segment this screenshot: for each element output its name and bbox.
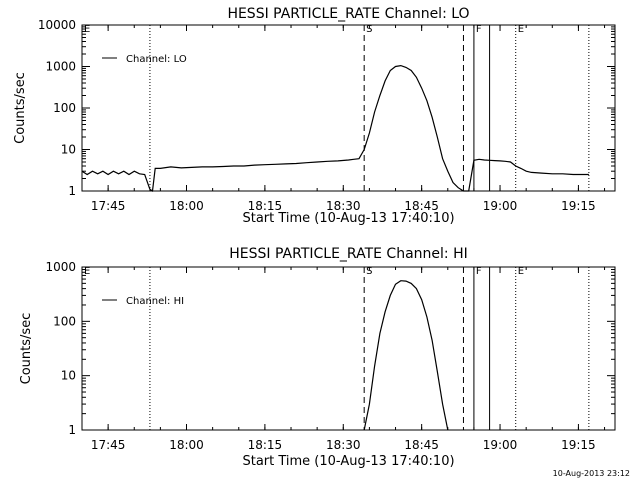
footer-timestamp: 10-Aug-2013 23:12 (553, 469, 630, 478)
y-axis-label: Counts/sec (19, 313, 34, 385)
marker-label: S (366, 24, 372, 35)
y-tick-label: 100 (53, 101, 76, 115)
y-tick-label: 1000 (45, 260, 76, 274)
x-tick-label: 18:45 (404, 438, 439, 452)
y-tick-label: 1 (68, 184, 76, 198)
chart-title: HESSI PARTICLE_RATE Channel: HI (229, 246, 467, 262)
marker-label: E (518, 24, 524, 35)
marker-label: S (366, 266, 372, 277)
x-tick-label: 19:15 (561, 438, 596, 452)
plot-frame (81, 266, 616, 431)
x-tick-label: 18:30 (326, 199, 361, 213)
x-tick-label: 18:00 (169, 438, 204, 452)
marker-label: F (476, 24, 482, 35)
marker-label: E (518, 266, 524, 277)
x-tick-label: 18:30 (326, 438, 361, 452)
x-tick-label: 18:15 (248, 438, 283, 452)
series-line (363, 280, 449, 431)
x-tick-label: 18:00 (169, 199, 204, 213)
legend-entry: Channel: HI (126, 296, 184, 307)
x-tick-label: 17:45 (91, 199, 126, 213)
x-tick-label: 17:45 (91, 438, 126, 452)
y-tick-label: 100 (53, 314, 76, 328)
x-axis-label: Start Time (10-Aug-13 17:40:10) (242, 454, 454, 469)
x-tick-label: 18:45 (404, 199, 439, 213)
y-tick-label: 10000 (38, 18, 76, 32)
x-tick-label: 18:15 (248, 199, 283, 213)
marker-label: F (476, 266, 482, 277)
x-tick-label: 19:00 (483, 199, 518, 213)
y-axis-label: Counts/sec (13, 72, 28, 144)
legend-entry: Channel: LO (126, 54, 187, 65)
chart-title: HESSI PARTICLE_RATE Channel: LO (227, 6, 469, 22)
series-line (81, 64, 589, 193)
plot-frame (81, 24, 616, 192)
y-tick-label: 1 (68, 423, 76, 437)
y-tick-label: 10 (61, 143, 76, 157)
marker-label: E (84, 24, 90, 35)
x-tick-label: 19:15 (561, 199, 596, 213)
x-axis-label: Start Time (10-Aug-13 17:40:10) (242, 211, 454, 226)
marker-label: E (84, 266, 90, 277)
y-tick-label: 1000 (45, 60, 76, 74)
y-tick-label: 10 (61, 369, 76, 383)
x-tick-label: 19:00 (483, 438, 518, 452)
